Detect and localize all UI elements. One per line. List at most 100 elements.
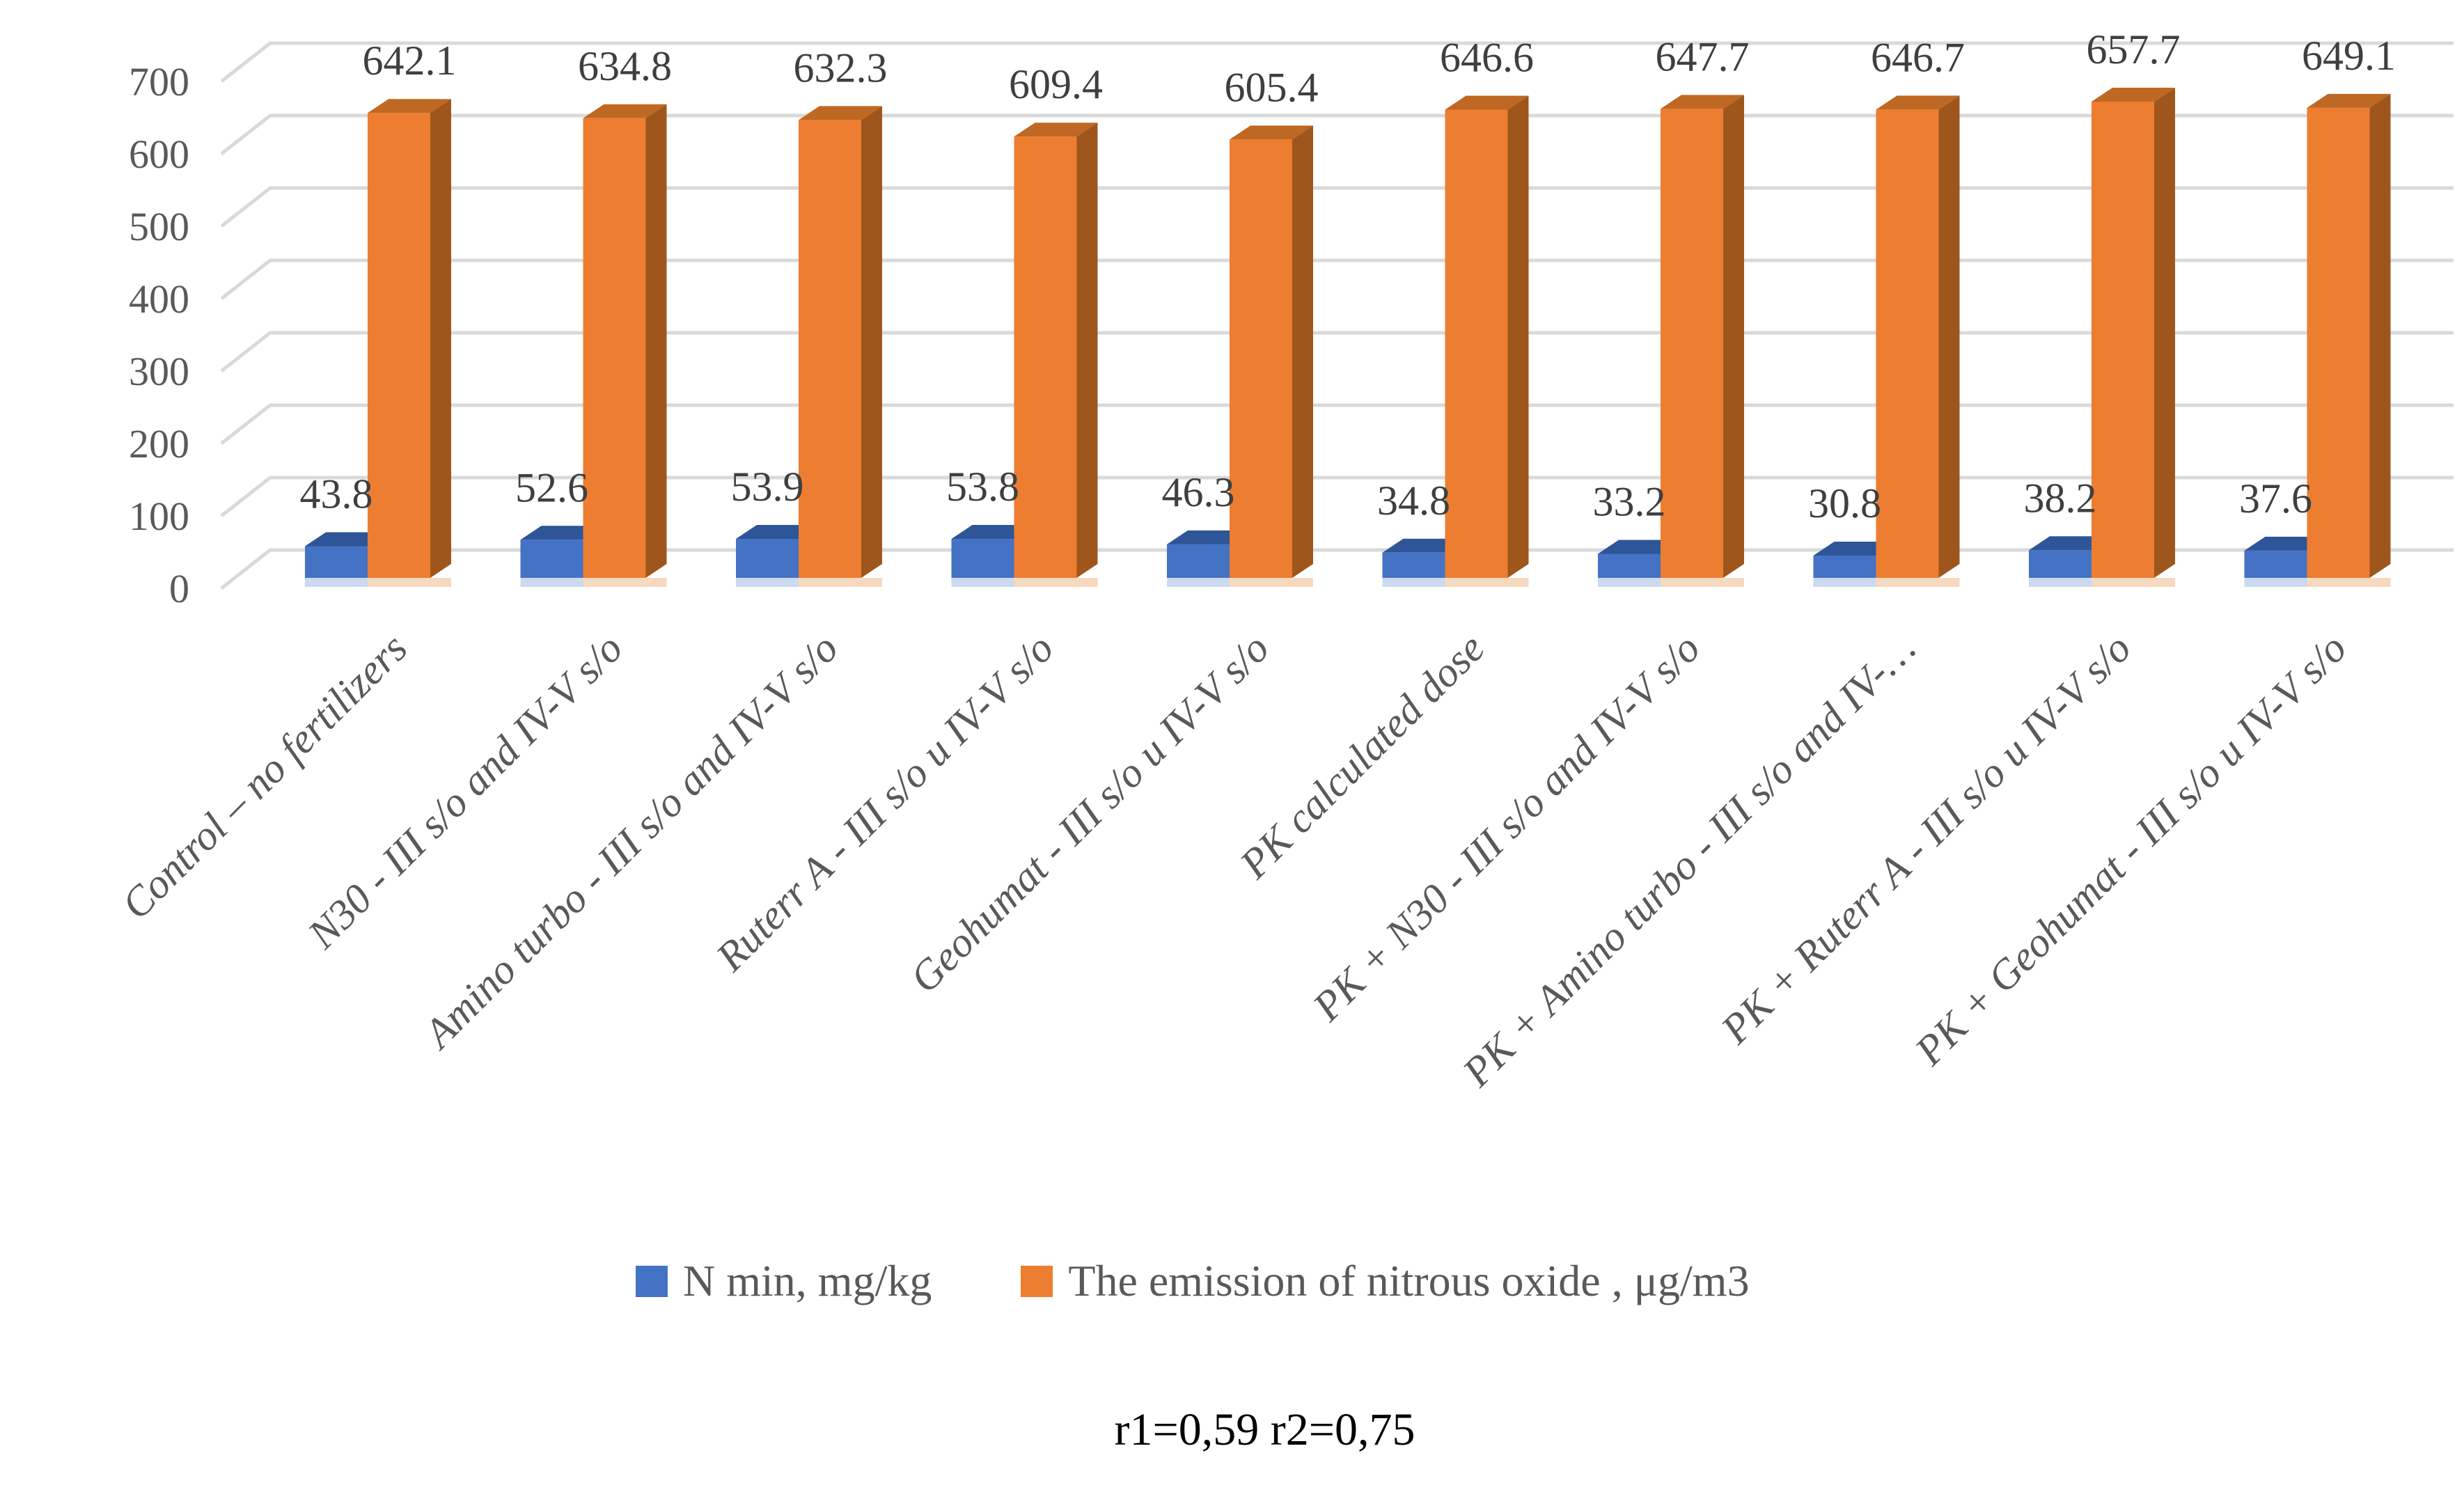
bar-front-nmin-5	[1382, 552, 1445, 578]
value-label-emission-6: 647.7	[1656, 33, 1750, 79]
bar-side-emission-2	[861, 106, 882, 578]
bar-front-nmin-9	[2244, 550, 2307, 578]
bar-front-emission-6	[1661, 109, 1723, 579]
bar-front-emission-7	[1876, 109, 1939, 578]
bar-side-emission-6	[1723, 95, 1744, 579]
legend-item-nmin: N min, mg/kg	[636, 1257, 932, 1304]
value-label-emission-3: 609.4	[1009, 61, 1103, 107]
bar-strip-emission-8	[2092, 578, 2175, 587]
correlation-annotation: r1=0,59 r2=0,75	[1114, 1404, 1415, 1455]
bar-front-nmin-4	[1167, 544, 1230, 578]
bar-strip-nmin-8	[2029, 578, 2092, 587]
bar-strip-nmin-4	[1167, 578, 1230, 587]
value-label-emission-1: 634.8	[578, 43, 672, 89]
bar-front-nmin-2	[736, 538, 799, 578]
value-label-nmin-7: 30.8	[1808, 480, 1881, 526]
value-label-nmin-8: 38.2	[2024, 475, 2097, 521]
legend-label-nmin: N min, mg/kg	[683, 1256, 932, 1305]
value-label-nmin-0: 43.8	[300, 471, 373, 517]
bar-side-emission-9	[2369, 93, 2391, 578]
bar-side-emission-3	[1076, 123, 1098, 578]
bar-top-emission-8	[2092, 87, 2175, 102]
bar-top-emission-1	[583, 104, 667, 118]
category-label-8: PK + Ruterr A - III s/o и IV-V s/o	[1712, 625, 2140, 1053]
bar-front-nmin-1	[520, 540, 583, 578]
bar-front-emission-3	[1014, 136, 1077, 578]
bar-side-emission-5	[1507, 95, 1529, 578]
bar-side-emission-4	[1292, 125, 1313, 578]
bar-strip-nmin-7	[1813, 578, 1876, 587]
bar-front-nmin-3	[951, 539, 1014, 578]
bar-top-emission-6	[1661, 95, 1744, 109]
bar-front-emission-8	[2092, 101, 2154, 578]
y-tick-label-0: 0	[169, 566, 189, 611]
value-label-nmin-6: 33.2	[1593, 478, 1666, 524]
value-label-emission-4: 605.4	[1225, 64, 1319, 110]
y-tick-label-600: 600	[129, 132, 189, 177]
category-label-4: Geohumat - III s/o и IV-V s/o	[901, 625, 1278, 1002]
y-tick-label-300: 300	[129, 349, 189, 394]
legend-item-emission: The emission of nitrous oxide , μg/m3	[1021, 1256, 1750, 1305]
value-label-nmin-2: 53.9	[731, 464, 804, 510]
bar-front-nmin-0	[305, 546, 368, 578]
bar-strip-nmin-0	[305, 578, 368, 587]
category-label-7: PK + Amino turbo - III s/o and IV-…	[1453, 625, 1924, 1096]
bar-strip-nmin-1	[520, 578, 583, 587]
y-tick-label-200: 200	[129, 421, 189, 466]
bar-side-emission-7	[1938, 95, 1960, 578]
bar-front-emission-4	[1230, 139, 1292, 578]
value-label-nmin-9: 37.6	[2239, 476, 2312, 521]
bar-top-emission-5	[1445, 95, 1529, 110]
y-tick-label-500: 500	[129, 204, 189, 249]
bar-front-emission-9	[2307, 107, 2370, 578]
bar-strip-emission-5	[1445, 578, 1529, 587]
bar-front-nmin-6	[1598, 553, 1661, 578]
value-label-nmin-1: 52.6	[515, 464, 588, 510]
bar-strip-emission-3	[1014, 578, 1098, 587]
value-label-emission-5: 646.6	[1440, 35, 1534, 81]
bar-top-emission-4	[1230, 125, 1313, 140]
value-label-emission-9: 649.1	[2302, 33, 2396, 79]
bar-strip-nmin-3	[951, 578, 1014, 587]
bar-side-emission-1	[645, 104, 667, 579]
legend-label-emission: The emission of nitrous oxide , μg/m3	[1068, 1256, 1750, 1305]
value-label-nmin-3: 53.8	[946, 464, 1019, 510]
bar-top-emission-7	[1876, 95, 1960, 110]
y-tick-label-700: 700	[129, 59, 189, 104]
bar-front-nmin-8	[2029, 550, 2092, 578]
legend-swatch-emission	[1021, 1266, 1053, 1297]
bar-strip-nmin-9	[2244, 578, 2307, 587]
bar-strip-nmin-6	[1598, 578, 1661, 587]
bar-strip-emission-9	[2307, 578, 2391, 587]
bar-strip-nmin-5	[1382, 578, 1445, 587]
bar-strip-emission-7	[1876, 578, 1960, 587]
legend: N min, mg/kg The emission of nitrous oxi…	[636, 1257, 1750, 1304]
bar-front-emission-5	[1445, 109, 1508, 578]
category-label-6: PK + N30 - III s/o and IV-V s/o	[1303, 625, 1709, 1030]
gridline-700	[220, 41, 2454, 83]
category-label-2: Amino turbo - III s/o and IV-V s/o	[414, 625, 847, 1059]
value-label-nmin-5: 34.8	[1377, 478, 1450, 524]
bar-top-emission-3	[1014, 123, 1098, 137]
bar-front-nmin-7	[1813, 555, 1876, 578]
value-label-nmin-4: 46.3	[1162, 469, 1235, 515]
bar-strip-emission-0	[368, 578, 451, 587]
bar-strip-emission-1	[583, 578, 667, 587]
bar-top-emission-2	[799, 106, 882, 120]
legend-swatch-nmin	[636, 1266, 668, 1297]
value-label-emission-2: 632.3	[794, 45, 888, 91]
bar-front-emission-0	[368, 113, 430, 578]
bar-side-emission-8	[2154, 87, 2175, 578]
bar-strip-nmin-2	[736, 578, 799, 587]
bar-front-emission-2	[799, 120, 861, 578]
bar-strip-emission-2	[799, 578, 882, 587]
category-label-9: PK + Geohumat - III s/o и IV-V s/o	[1906, 625, 2355, 1075]
bar-strip-emission-6	[1661, 578, 1744, 587]
value-label-emission-0: 642.1	[363, 38, 457, 84]
bar-front-emission-1	[583, 118, 646, 579]
bar-side-emission-0	[430, 99, 451, 578]
y-tick-label-400: 400	[129, 276, 189, 322]
value-label-emission-7: 646.7	[1871, 34, 1965, 80]
